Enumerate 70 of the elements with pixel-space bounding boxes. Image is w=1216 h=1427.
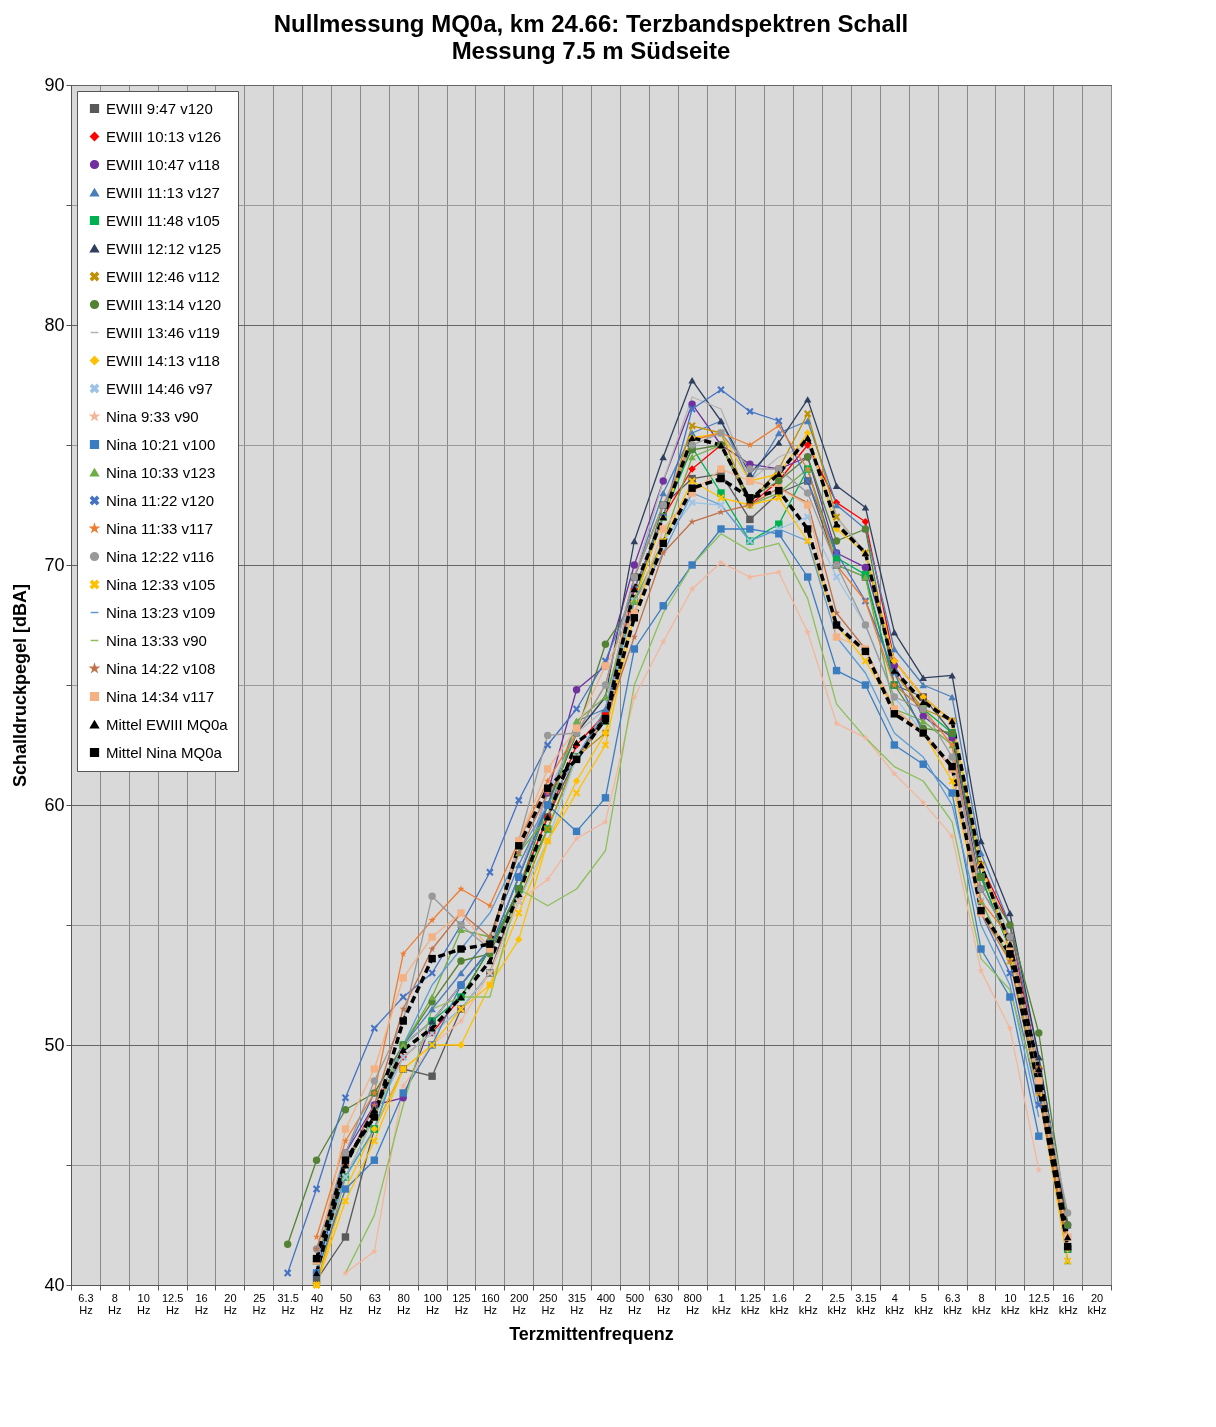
x-tick-label: 10 Hz [137,1291,151,1316]
x-tick-label: 6.3 kHz [943,1291,963,1316]
legend-label: Nina 12:33 v105 [106,575,216,593]
legend-label: Nina 11:22 v120 [106,491,215,509]
x-tick-label: 800 Hz [683,1291,702,1316]
legend-label: Nina 13:33 v90 [106,631,207,649]
legend-label: EWIII 10:47 v118 [106,155,220,173]
legend-label: Mittel Nina MQ0a [106,743,223,761]
x-tick-label: 40 Hz [310,1291,324,1316]
x-tick-label: 8 Hz [108,1291,122,1316]
x-tick-label: 400 Hz [596,1291,616,1316]
x-tick-label: 50 Hz [339,1291,353,1316]
x-tick-label: 630 Hz [654,1291,673,1316]
y-tick-label: 50 [44,1034,65,1055]
legend-label: Nina 10:33 v123 [106,463,216,481]
legend-label: EWIII 14:46 v97 [106,379,213,397]
chart-subtitle: Messung 7.5 m Südseite [451,37,731,64]
legend-label: EWIII 10:13 v126 [106,127,222,145]
x-tick-label: 4 kHz [885,1291,905,1316]
x-tick-label: 5 kHz [914,1291,934,1316]
legend-label: EWIII 12:46 v112 [106,267,220,285]
legend-label: EWIII 14:13 v118 [106,351,220,369]
x-tick-label: 500 Hz [625,1291,645,1316]
x-tick-label: 160 Hz [481,1291,500,1316]
legend-label: EWIII 13:14 v120 [106,295,222,313]
legend-label: Nina 9:33 v90 [106,407,199,425]
y-tick-label: 90 [44,74,65,95]
x-tick-label: 1.25 kHz [739,1291,762,1316]
y-tick-label: 40 [44,1274,65,1295]
y-tick-label: 60 [44,794,65,815]
x-tick-label: 20 Hz [223,1291,238,1316]
legend-label: Mittel EWIII MQ0a [106,715,229,733]
x-tick-label: 8 kHz [972,1291,991,1316]
x-tick-label: 250 Hz [538,1291,558,1316]
x-tick-label: 12.5 kHz [1028,1291,1050,1316]
x-tick-label: 2.5 kHz [827,1291,847,1316]
legend-label: Nina 13:23 v109 [106,603,216,621]
x-tick-label: 1.6 kHz [769,1291,789,1316]
y-tick-label: 70 [44,554,65,575]
legend-label: Nina 12:22 v116 [106,547,215,565]
x-tick-label: 16 Hz [194,1291,209,1316]
x-tick-label: 25 Hz [252,1291,266,1316]
x-tick-label: 80 Hz [397,1291,411,1316]
x-tick-label: 6.3 Hz [78,1291,94,1316]
legend-label: Nina 11:33 v117 [106,519,214,537]
x-tick-label: 16 kHz [1058,1291,1078,1316]
legend-label: EWIII 9:47 v120 [106,99,213,117]
legend-label: EWIII 11:13 v127 [106,183,220,201]
x-tick-label: 31.5 Hz [277,1291,299,1316]
x-tick-label: 125 Hz [452,1291,471,1316]
legend-label: Nina 14:22 v108 [106,659,216,677]
x-tick-label: 200 Hz [510,1291,529,1316]
x-tick-label: 100 Hz [423,1291,442,1316]
x-tick-label: 10 kHz [1000,1291,1020,1316]
legend-label: Nina 10:21 v100 [106,435,216,453]
x-tick-label: 63 Hz [368,1291,382,1316]
x-tick-label: 1 kHz [712,1291,731,1316]
legend-label: EWIII 12:12 v125 [106,239,222,257]
legend-label: Nina 14:34 v117 [106,687,215,705]
chart-title: Nullmessung MQ0a, km 24.66: Terzbandspektren Schall [273,10,909,37]
x-tick-label: 20 kHz [1087,1291,1107,1316]
y-axis-title: Schalldruckpegel [dBA] [10,583,31,788]
x-tick-label: 315 Hz [567,1291,587,1316]
y-tick-label: 80 [44,314,65,335]
x-tick-label: 2 kHz [798,1291,818,1316]
x-tick-label: 12.5 Hz [161,1291,184,1316]
x-axis-title: Terzmittenfrequenz [509,1323,674,1344]
legend-label: EWIII 11:48 v105 [106,211,220,229]
x-tick-label: 3.15 kHz [855,1291,877,1316]
legend-label: EWIII 13:46 v119 [106,323,220,341]
